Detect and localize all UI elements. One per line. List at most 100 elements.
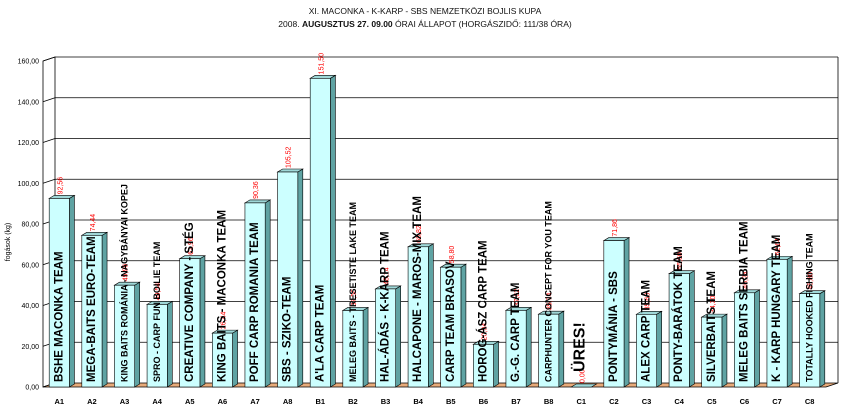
y-tick-label: 20,00 (21, 344, 39, 351)
y-tick-label: 140,00 (18, 99, 40, 106)
bar (48, 198, 70, 388)
bar (538, 313, 560, 388)
bar-value-label: 0,00 (579, 369, 586, 383)
bar-top (80, 232, 109, 236)
bar-value-label: 62,64 (775, 238, 782, 256)
x-tick-label: B7 (511, 397, 521, 406)
bar-value-label: 151,50 (318, 53, 325, 75)
subtitle-prefix: 2008. (278, 19, 300, 29)
bar (342, 310, 364, 388)
bar-side (689, 270, 695, 388)
bar-side (623, 237, 630, 388)
x-tick-label: B1 (316, 397, 326, 406)
x-tick-label: C4 (674, 397, 684, 406)
bar-value-label: 34,30 (710, 295, 717, 313)
bar-side (395, 285, 401, 388)
bar-side (819, 290, 826, 388)
bar-value-label: 71,86 (612, 219, 619, 237)
y-tick-label: 80,00 (21, 222, 39, 229)
bar (375, 288, 396, 388)
bar-value-label: 58,80 (449, 246, 456, 264)
bar (309, 78, 331, 388)
subtitle-date: AUGUSZTUS 27. 09.00 (301, 19, 393, 29)
gridline-side (42, 97, 56, 103)
bar-side (786, 255, 793, 388)
x-tick-label: A7 (250, 397, 260, 406)
y-tick-label: 40,00 (21, 303, 39, 310)
y-tick-label: 120,00 (18, 140, 40, 147)
team-name-label: ÜRES! (569, 322, 588, 372)
x-tick-label: A1 (55, 397, 65, 406)
x-tick-label: A2 (87, 397, 97, 406)
bar-side (558, 310, 565, 388)
bar (505, 310, 527, 388)
x-tick-label: A8 (283, 397, 293, 406)
bar (636, 314, 657, 388)
team-name-label: SILVERBAITS TEAM (706, 271, 718, 382)
x-tick-label: B8 (544, 397, 554, 406)
y-tick-label: 0,00 (25, 385, 39, 392)
x-tick-label: C1 (577, 397, 587, 406)
bar-side (525, 306, 532, 388)
bar-value-label: 55,60 (677, 252, 684, 270)
y-tick-label: 160,00 (18, 59, 40, 66)
x-tick-label: C5 (707, 397, 717, 406)
x-tick-label: C2 (609, 397, 619, 406)
x-tick-label: C8 (805, 397, 815, 406)
y-tick-label: 100,00 (18, 181, 40, 188)
x-tick-label: B6 (479, 397, 489, 406)
bar-side (232, 329, 238, 388)
bar-top (276, 168, 304, 173)
team-name-label: SBS - SZIKO-TEAM (282, 277, 294, 382)
team-name-label: SPRO - CARP FUN BOILIE TEAM (152, 242, 162, 382)
bar-value-label: 37,56 (351, 289, 358, 307)
team-name-label: CARP TEAM BRASOV (445, 261, 457, 382)
bar-side (493, 340, 499, 388)
team-name-label: HOROG-ÁSZ CARP TEAM (476, 240, 489, 382)
x-tick-label: A4 (152, 397, 162, 406)
bar-value-label: 46,24 (742, 271, 749, 289)
bar-value-label: 48,14 (384, 267, 391, 285)
team-name-label: CREATIVE COMPANY - STÉG (183, 222, 196, 382)
team-name-label: BSHE MACONKA TEAM (53, 251, 65, 382)
gridline-side (42, 56, 56, 62)
bar-value-label: 40,54 (155, 283, 162, 301)
bar-side (428, 243, 434, 388)
bar (570, 383, 598, 388)
bar-side (134, 281, 140, 388)
x-tick-label: A5 (185, 397, 195, 406)
bar-side (656, 310, 662, 388)
bar-side (167, 300, 173, 388)
bar-side (199, 255, 206, 388)
team-name-label: PONTYMÁNIA - SBS (607, 271, 620, 382)
bar-value-label: 35,68 (645, 293, 652, 311)
bar (668, 273, 690, 388)
team-name-label: K - KARP HUNGARY TEAM (771, 235, 783, 382)
bar-side (721, 313, 728, 388)
team-name-label: POFF CARP ROMANIA TEAM (249, 222, 261, 382)
x-tick-label: B3 (381, 397, 391, 406)
team-name-label: KING BAITS - MACONKA TEAM (216, 210, 228, 382)
bar (179, 258, 201, 388)
team-name-label: TOTALLY HOOKED FISHING TEAM (805, 233, 815, 382)
bar (701, 316, 723, 388)
bar-top (48, 195, 76, 199)
bar-side (69, 194, 75, 388)
bar (114, 284, 135, 388)
bar (766, 259, 788, 388)
bar (244, 202, 266, 388)
bar-value-label: 90,36 (253, 181, 260, 199)
team-name-label: PONTY-BARÁTOK TEAM (672, 246, 685, 382)
bar-top (309, 75, 337, 79)
x-tick-label: C3 (642, 397, 652, 406)
bar (407, 246, 429, 388)
y-axis-label: fogások (kg) (5, 223, 12, 262)
bar-value-label: 62,96 (188, 237, 195, 255)
bar (277, 171, 299, 388)
x-tick-label: B4 (413, 397, 423, 406)
bar-value-label: 20,94 (481, 323, 488, 341)
bar-value-label: 68,82 (416, 225, 423, 243)
y-tick-label: 60,00 (21, 262, 39, 269)
